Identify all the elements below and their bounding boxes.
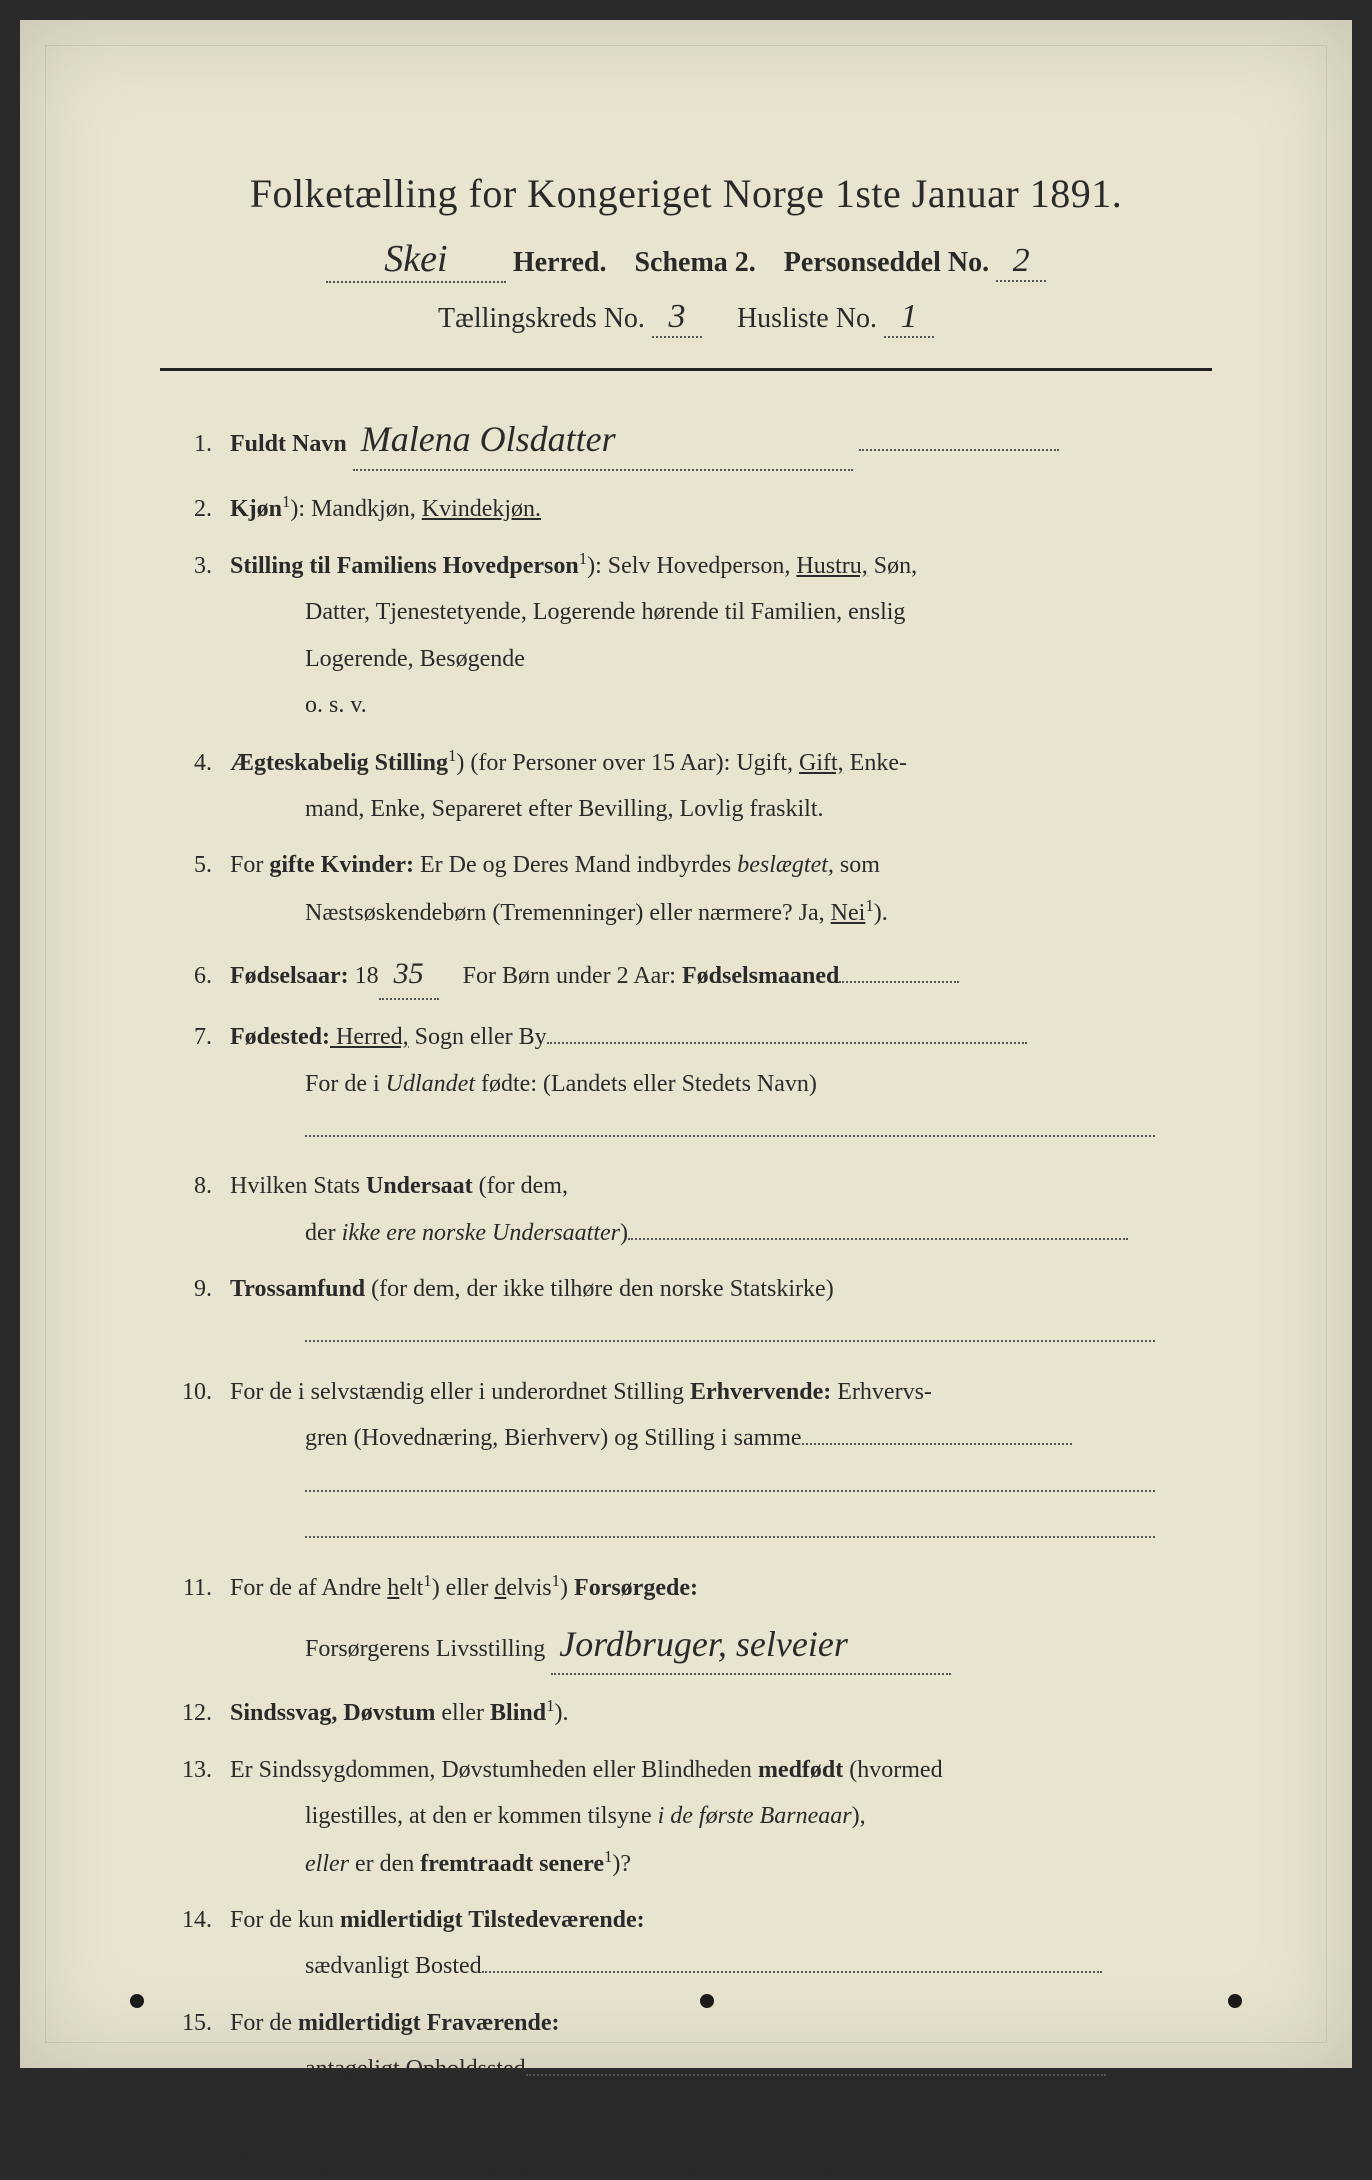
q12-number: 12. — [175, 1694, 230, 1732]
husliste-label: Husliste No. — [737, 303, 877, 334]
q1-number: 1. — [175, 425, 230, 463]
q6-number: 6. — [175, 957, 230, 995]
q5-selected: Nei — [831, 900, 866, 926]
form-body: 1. Fuldt Navn Malena Olsdatter 2. Kjøn1)… — [160, 411, 1212, 2089]
question-14: 14. For de kun midlertidigt Tilstedevære… — [175, 1901, 1212, 1939]
question-11: 11. For de af Andre helt1) eller delvis1… — [175, 1568, 1212, 1607]
q7-label: Fødested: — [230, 1024, 330, 1050]
q5-number: 5. — [175, 846, 230, 884]
question-13: 13. Er Sindssygdommen, Døvstumheden elle… — [175, 1751, 1212, 1789]
question-10: 10. For de i selvstændig eller i underor… — [175, 1373, 1212, 1411]
q11-cont: Forsørgerens Livsstilling Jordbruger, se… — [175, 1616, 1212, 1676]
question-15: 15. For de midlertidigt Fraværende: — [175, 2004, 1212, 2042]
q7-selected: Herred, — [330, 1024, 409, 1050]
q14-label: midlertidigt Tilstedeværende: — [340, 1907, 645, 1933]
footnote: 1) De for hvert Tilfælde passende Ord un… — [160, 2149, 1212, 2180]
q9-number: 9. — [175, 1270, 230, 1308]
q5-label: gifte Kvinder: — [269, 852, 414, 878]
q3-cont2: Logerende, Besøgende — [175, 640, 1212, 678]
question-12: 12. Sindssvag, Døvstum eller Blind1). — [175, 1693, 1212, 1732]
punch-hole-left — [130, 1994, 144, 2008]
q10-number: 10. — [175, 1373, 230, 1411]
main-title: Folketælling for Kongeriget Norge 1ste J… — [160, 170, 1212, 217]
q1-name-handwritten: Malena Olsdatter — [353, 411, 853, 471]
q8-cont: der ikke ere norske Undersaatter) — [175, 1214, 1212, 1252]
q10-label: Erhvervende: — [690, 1379, 831, 1405]
q3-label: Stilling til Familiens Hovedperson — [230, 553, 579, 579]
q7-cont: For de i Udlandet fødte: (Landets eller … — [175, 1065, 1212, 1103]
q2-label: Kjøn — [230, 496, 282, 522]
q8-label: Undersaat — [366, 1173, 473, 1199]
personseddel-label: Personseddel No. — [784, 247, 989, 278]
q5-cont: Næstsøskendebørn (Tremenninger) eller næ… — [175, 893, 1212, 932]
census-form-page: Folketælling for Kongeriget Norge 1ste J… — [20, 20, 1352, 2068]
q3-cont3: o. s. v. — [175, 686, 1212, 724]
husliste-handwritten: 1 — [884, 298, 934, 338]
punch-hole-right — [1228, 1994, 1242, 2008]
q4-selected: Gift, — [799, 750, 844, 776]
question-2: 2. Kjøn1): Mandkjøn, Kvindekjøn. — [175, 489, 1212, 528]
q3-number: 3. — [175, 547, 230, 585]
q11-livsstilling-handwritten: Jordbruger, selveier — [551, 1616, 951, 1676]
divider-line — [160, 368, 1212, 371]
header-line-1: Skei Herred. Schema 2. Personseddel No. … — [160, 237, 1212, 283]
question-8: 8. Hvilken Stats Undersaat (for dem, — [175, 1167, 1212, 1205]
question-4: 4. Ægteskabelig Stilling1) (for Personer… — [175, 743, 1212, 782]
q2-number: 2. — [175, 490, 230, 528]
question-7: 7. Fødested: Herred, Sogn eller By — [175, 1018, 1212, 1056]
herred-handwritten: Skei — [326, 237, 506, 283]
q3-selected: Hustru, — [796, 553, 867, 579]
q14-cont: sædvanligt Bosted — [175, 1947, 1212, 1985]
q13-cont1: ligestilles, at den er kommen tilsyne i … — [175, 1797, 1212, 1835]
q4-label: Ægteskabelig Stilling — [230, 750, 448, 776]
q9-label: Trossamfund — [230, 1276, 365, 1302]
q10-dotline1 — [175, 1466, 1212, 1504]
q8-number: 8. — [175, 1167, 230, 1205]
q7-number: 7. — [175, 1018, 230, 1056]
q10-dotline2 — [175, 1512, 1212, 1550]
q3-cont1: Datter, Tjenestetyende, Logerende hørend… — [175, 593, 1212, 631]
kreds-handwritten: 3 — [652, 298, 702, 338]
punch-hole-center — [700, 1994, 714, 2008]
q2-selected: Kvindekjøn. — [422, 496, 541, 522]
q6-label1: Fødselsaar: — [230, 963, 349, 989]
q7-dotline — [175, 1111, 1212, 1149]
question-6: 6. Fødselsaar: 1835 For Børn under 2 Aar… — [175, 950, 1212, 1000]
q6-label2: Fødselsmaaned — [682, 963, 839, 989]
q6-year-handwritten: 35 — [379, 950, 439, 1000]
question-9: 9. Trossamfund (for dem, der ikke tilhør… — [175, 1270, 1212, 1308]
question-3: 3. Stilling til Familiens Hovedperson1):… — [175, 546, 1212, 585]
q4-number: 4. — [175, 744, 230, 782]
question-1: 1. Fuldt Navn Malena Olsdatter — [175, 411, 1212, 471]
q9-dotline — [175, 1316, 1212, 1354]
q11-number: 11. — [175, 1569, 230, 1607]
header-line-2: Tællingskreds No. 3 Husliste No. 1 — [160, 298, 1212, 338]
schema-label: Schema 2. — [634, 247, 755, 278]
q14-number: 14. — [175, 1901, 230, 1939]
question-5: 5. For gifte Kvinder: Er De og Deres Man… — [175, 846, 1212, 884]
herred-label: Herred. — [513, 247, 607, 278]
q12-label: Sindssvag, Døvstum — [230, 1700, 435, 1726]
kreds-label: Tællingskreds No. — [438, 303, 645, 334]
q11-label: Forsørgede: — [574, 1575, 698, 1601]
q15-label: midlertidigt Fraværende: — [298, 2010, 560, 2036]
q15-cont: antageligt Opholdssted — [175, 2050, 1212, 2088]
personseddel-handwritten: 2 — [996, 242, 1046, 282]
q13-number: 13. — [175, 1751, 230, 1789]
q10-cont: gren (Hovednæring, Bierhverv) og Stillin… — [175, 1419, 1212, 1457]
q13-cont2: eller er den fremtraadt senere1)? — [175, 1844, 1212, 1883]
q4-cont: mand, Enke, Separeret efter Bevilling, L… — [175, 790, 1212, 828]
q15-number: 15. — [175, 2004, 230, 2042]
q1-label: Fuldt Navn — [230, 431, 347, 457]
